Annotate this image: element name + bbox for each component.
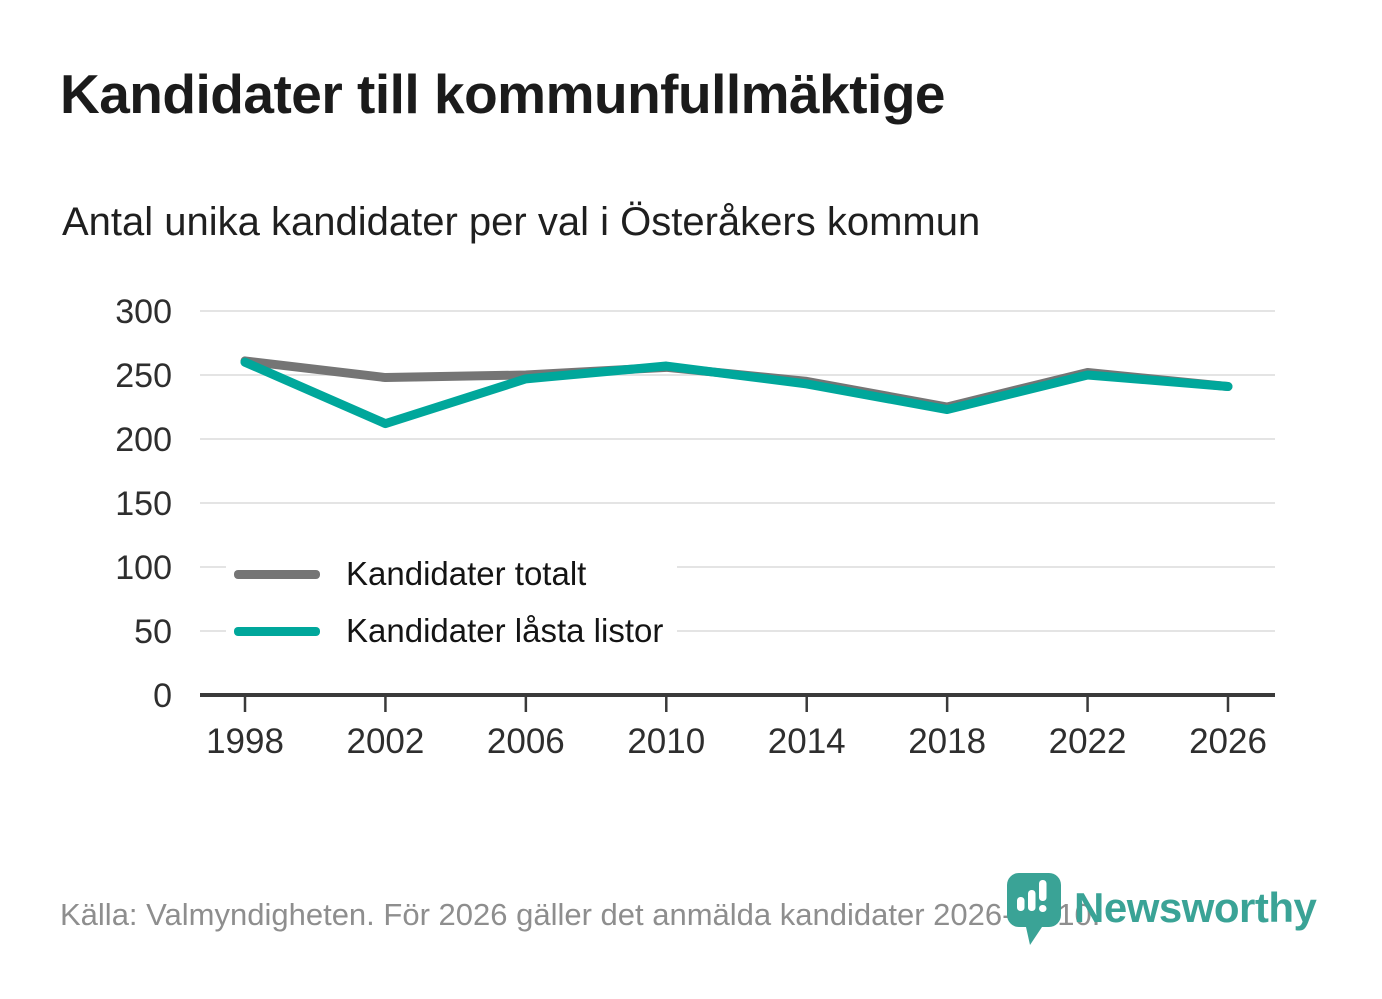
x-tick-label: 2026 (1189, 722, 1267, 761)
y-tick-label: 150 (115, 485, 172, 523)
series-line (240, 357, 1233, 429)
legend-label-lasta-listor: Kandidater låsta listor (346, 612, 664, 649)
newsworthy-wordmark: Newsworthy (1074, 884, 1317, 931)
y-tick-label: 250 (115, 357, 172, 395)
source-note: Källa: Valmyndigheten. För 2026 gäller d… (60, 897, 1101, 932)
x-tick-label: 1998 (206, 722, 284, 761)
x-tick-label: 2018 (908, 722, 986, 761)
x-tick-label: 2006 (487, 722, 565, 761)
y-tick-label: 200 (115, 421, 172, 459)
page-title: Kandidater till kommunfullmäktige (60, 63, 946, 125)
x-tick-label: 2010 (627, 722, 705, 761)
legend: Kandidater totalt Kandidater låsta listo… (226, 554, 678, 651)
x-axis (200, 693, 1275, 712)
y-tick-label: 0 (153, 677, 172, 715)
newsworthy-logo: Newsworthy (1006, 872, 1317, 948)
chart-series (240, 356, 1233, 429)
y-tick-label: 300 (115, 293, 172, 331)
series-line (240, 356, 1233, 412)
newsworthy-pin-icon (1007, 873, 1061, 945)
legend-swatch-totalt (234, 569, 320, 579)
chart-subtitle: Antal unika kandidater per val i Österåk… (62, 200, 981, 244)
legend-swatch-lasta-listor (234, 626, 320, 636)
legend-item-lasta-listor: Kandidater låsta listor (226, 611, 678, 651)
x-tick-label: 2022 (1049, 722, 1127, 761)
y-axis-labels: 0 50 100 150 200 250 300 (115, 293, 172, 715)
x-tick-label: 2014 (768, 722, 846, 761)
y-tick-label: 50 (134, 613, 172, 651)
legend-label-totalt: Kandidater totalt (346, 555, 587, 592)
x-tick-label: 2002 (346, 722, 424, 761)
x-axis-labels: 1998 2002 2006 2010 2014 2018 2022 2026 (206, 722, 1267, 761)
legend-item-totalt: Kandidater totalt (226, 554, 678, 594)
y-tick-label: 100 (115, 549, 172, 587)
